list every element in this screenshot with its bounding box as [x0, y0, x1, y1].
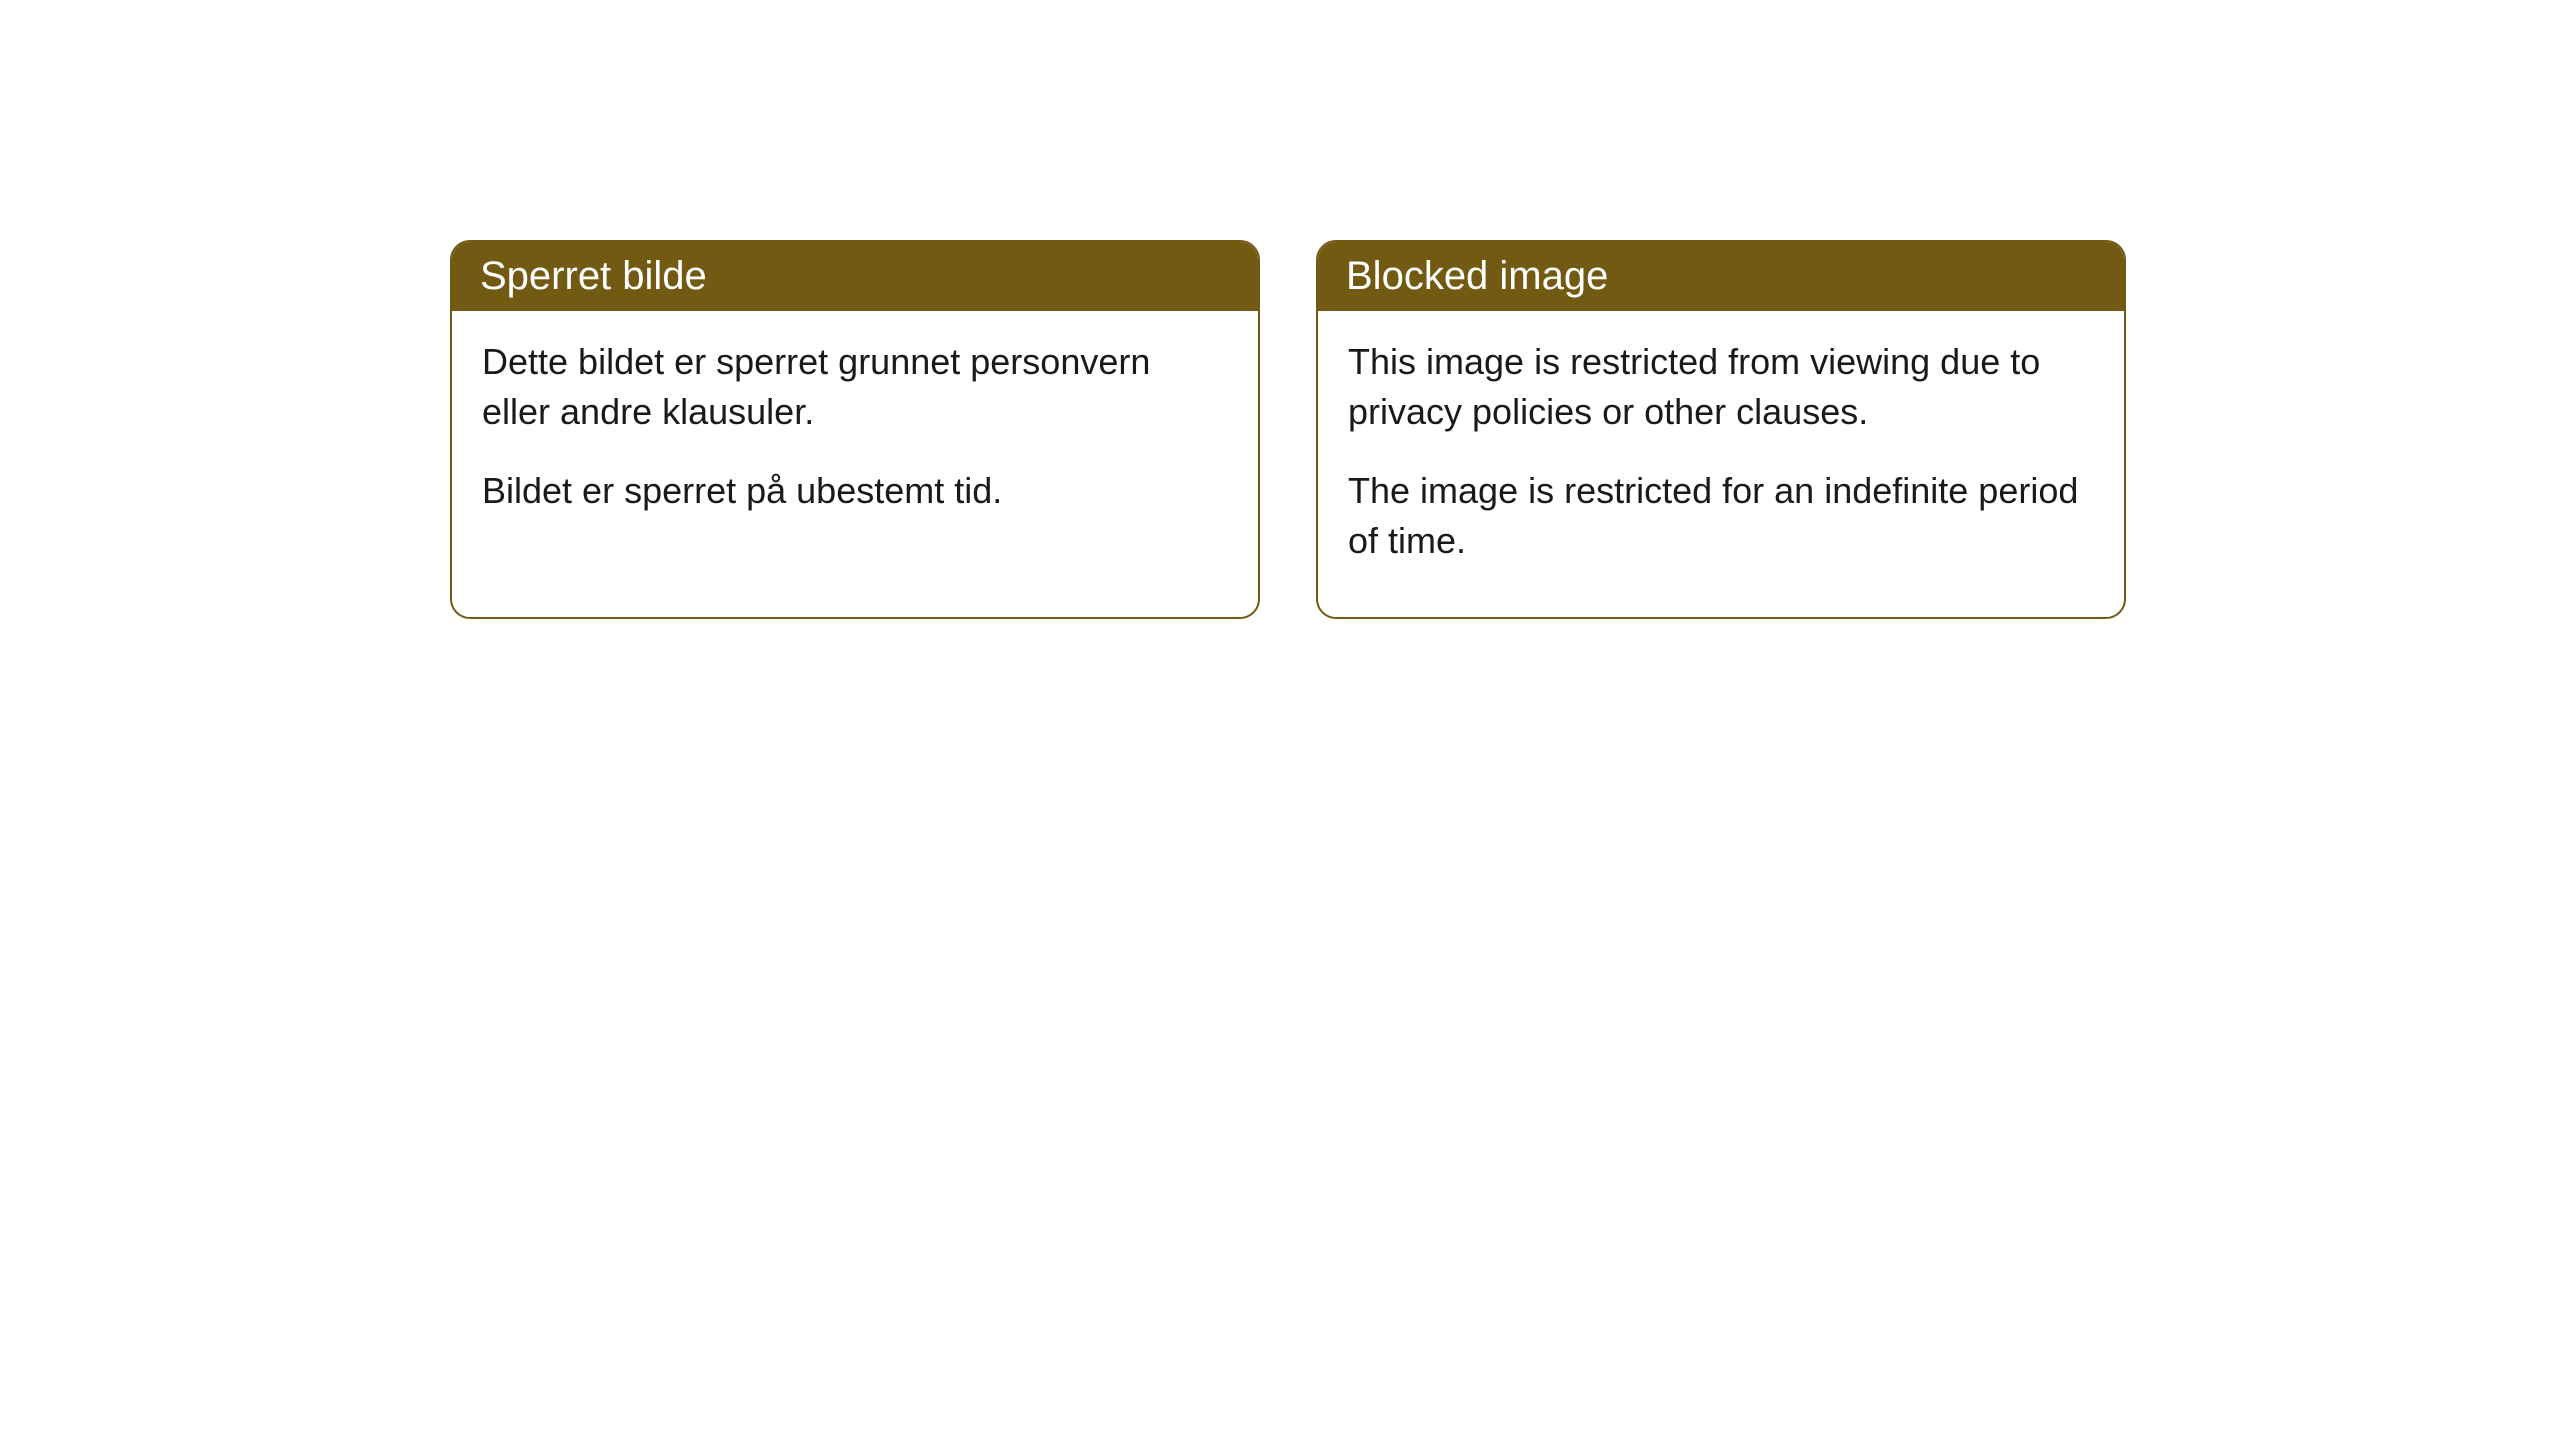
card-header-norwegian: Sperret bilde: [452, 242, 1258, 311]
card-paragraph: Bildet er sperret på ubestemt tid.: [482, 466, 1228, 516]
blocked-image-card-english: Blocked image This image is restricted f…: [1316, 240, 2126, 619]
card-body-norwegian: Dette bildet er sperret grunnet personve…: [452, 311, 1258, 566]
card-paragraph: Dette bildet er sperret grunnet personve…: [482, 337, 1228, 438]
card-body-english: This image is restricted from viewing du…: [1318, 311, 2124, 617]
blocked-image-notices: Sperret bilde Dette bildet er sperret gr…: [450, 240, 2560, 619]
blocked-image-card-norwegian: Sperret bilde Dette bildet er sperret gr…: [450, 240, 1260, 619]
card-header-english: Blocked image: [1318, 242, 2124, 311]
card-title: Blocked image: [1346, 254, 1608, 298]
card-paragraph: This image is restricted from viewing du…: [1348, 337, 2094, 438]
card-paragraph: The image is restricted for an indefinit…: [1348, 466, 2094, 567]
card-title: Sperret bilde: [480, 254, 707, 298]
